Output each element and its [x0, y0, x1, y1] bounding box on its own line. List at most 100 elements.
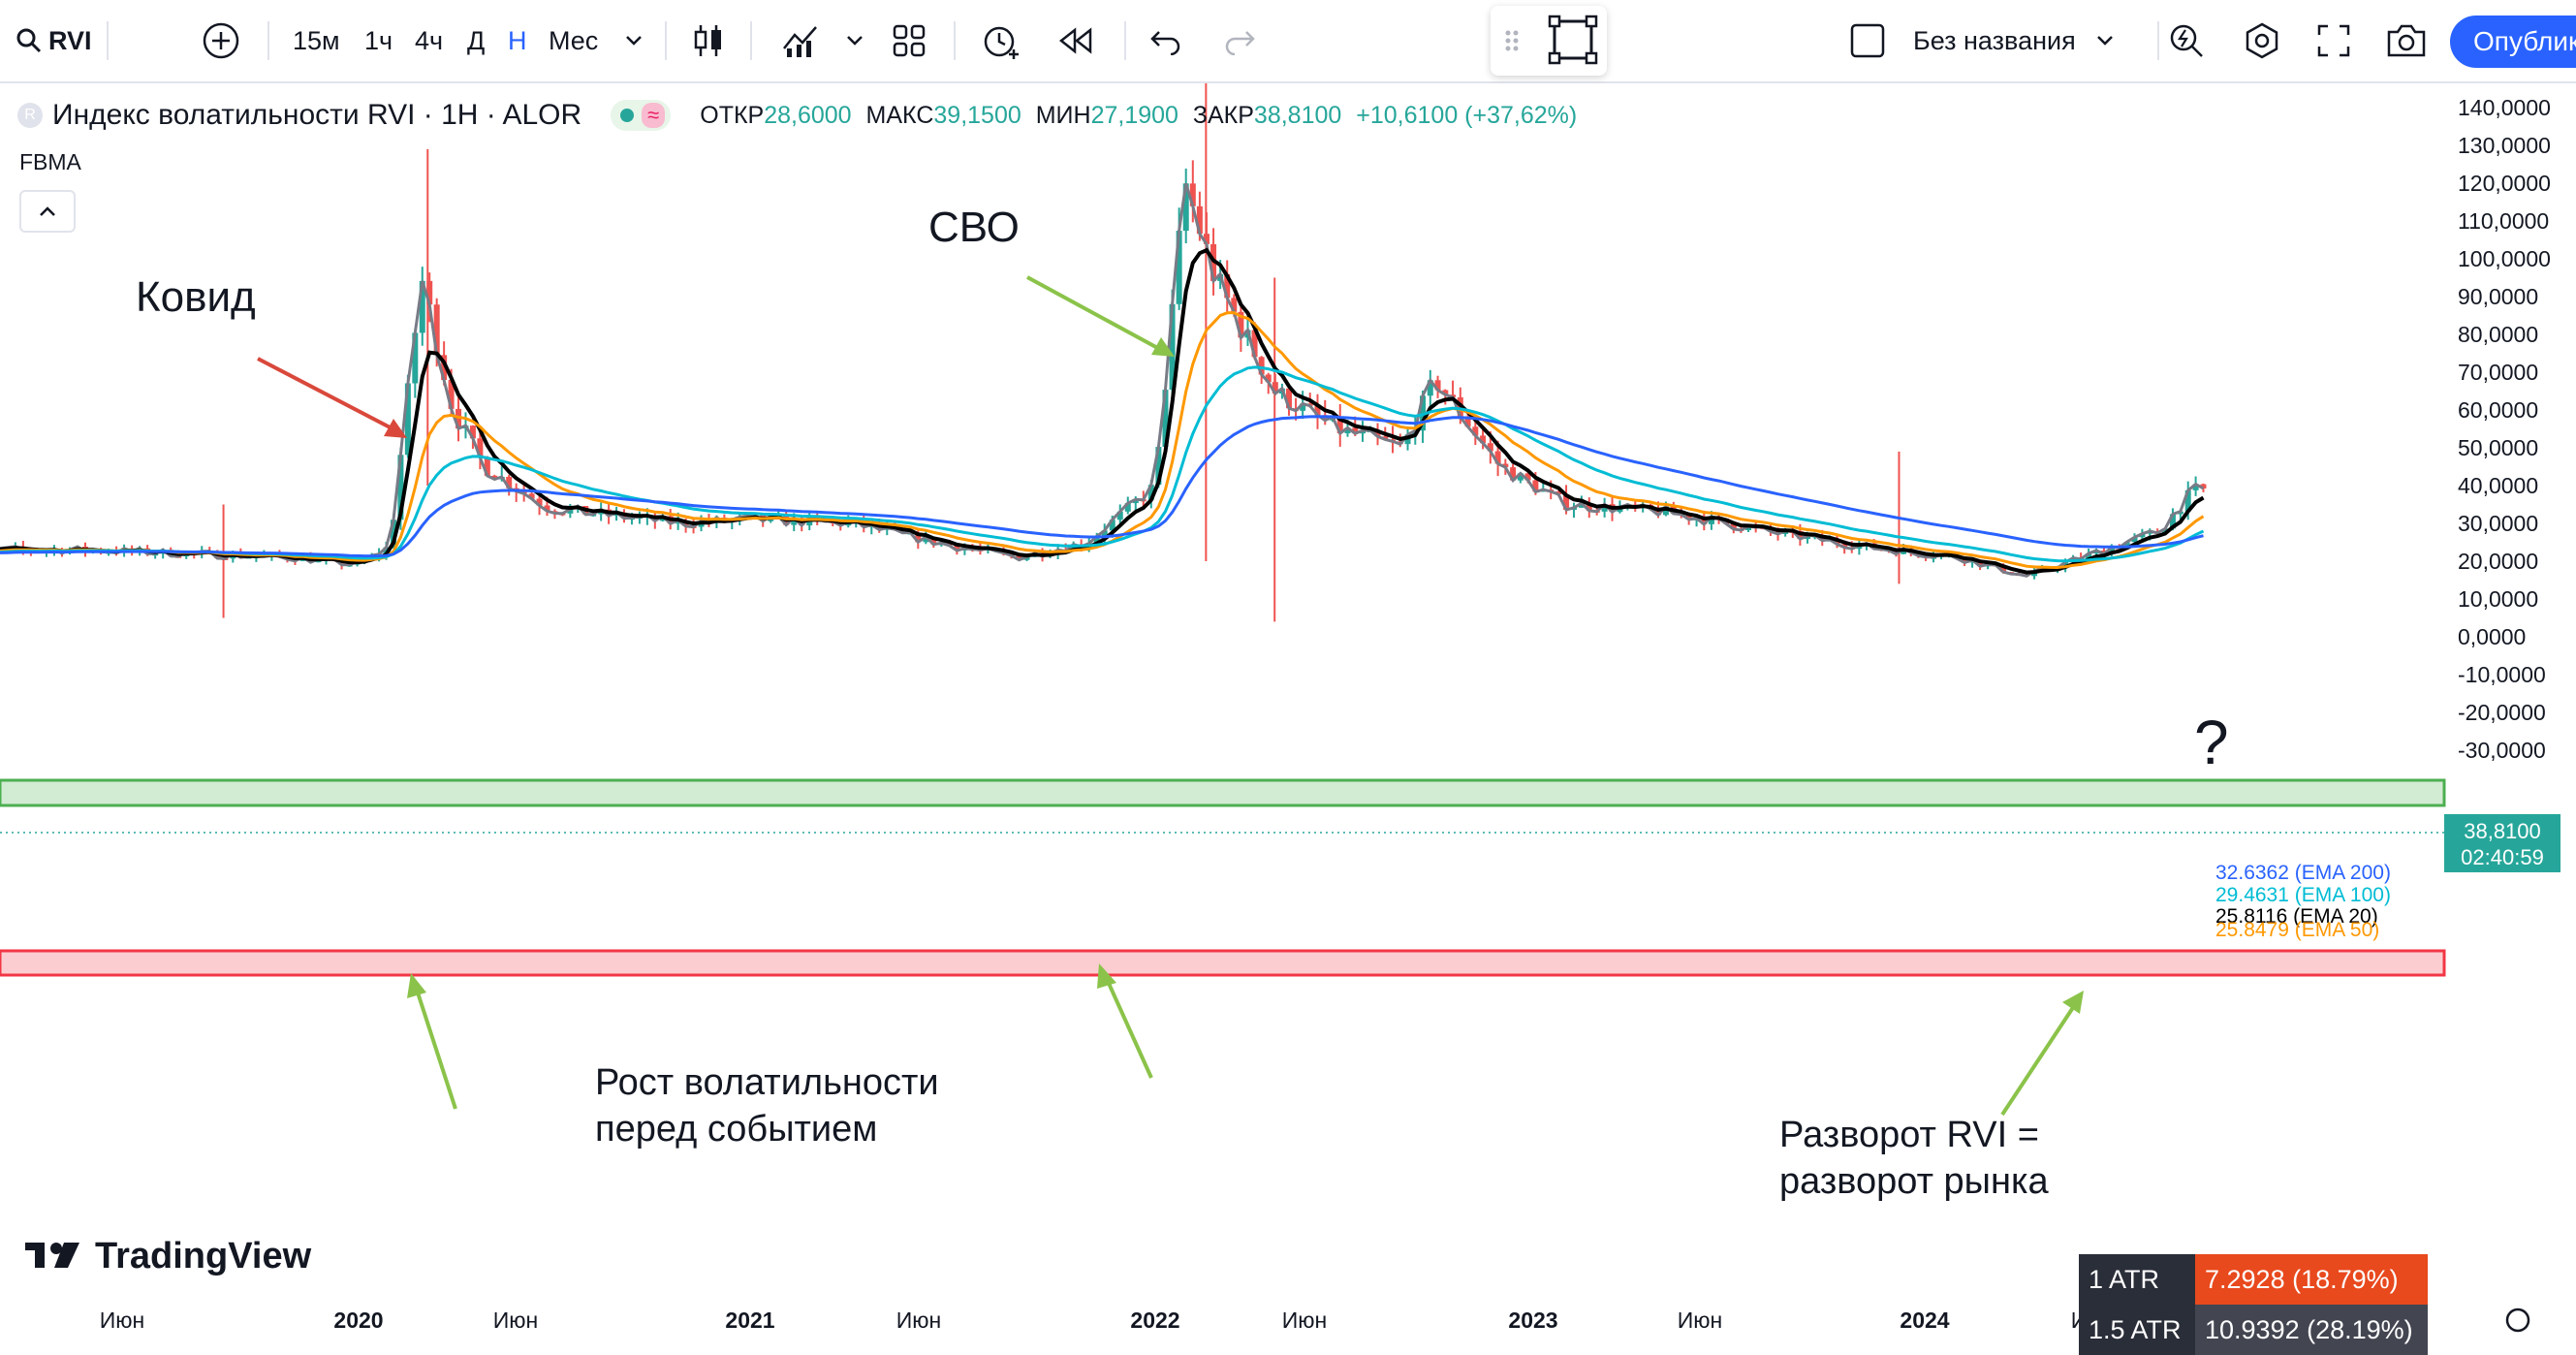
price-axis-label: 60,0000 — [2458, 397, 2538, 423]
candle — [1116, 504, 1123, 527]
candle — [1472, 420, 1479, 446]
time-axis-label: 2023 — [1508, 1308, 1557, 1333]
chevron-down-icon — [2096, 36, 2113, 46]
price-axis-label: -10,0000 — [2458, 662, 2546, 687]
collapse-legend-button[interactable] — [19, 190, 76, 233]
interval-month[interactable]: Мес — [549, 25, 599, 55]
annotation-reversal-line2[interactable]: разворот рынка — [1779, 1161, 2049, 1202]
time-axis[interactable]: Июн2020Июн2021Июн2022Июн2023Июн2024Июн20… — [100, 1308, 2351, 1333]
publish-button[interactable]: Опубликовать — [2450, 16, 2576, 68]
resistance-zone[interactable] — [0, 778, 2446, 807]
snapshot-button[interactable] — [2386, 0, 2427, 81]
ema-gray-line — [0, 182, 2205, 578]
add-symbol-button[interactable] — [202, 0, 240, 81]
fullscreen-button[interactable] — [2316, 0, 2351, 81]
time-axis-label: Июн — [493, 1308, 538, 1333]
time-axis-label: Июн — [1678, 1308, 1722, 1333]
ema-layer — [0, 182, 2205, 578]
fullscreen-icon — [2317, 24, 2350, 57]
chevron-down-icon — [847, 36, 863, 46]
symbol-title: Индекс волатильности RVI · 1H · ALOR — [52, 99, 582, 131]
arrow-svo-head — [1151, 337, 1175, 357]
layout-name-button[interactable]: Без названия — [1849, 0, 2115, 81]
interval-15m[interactable]: 15м — [293, 25, 340, 55]
annotation-growth-line1[interactable]: Рост волатильности — [595, 1062, 939, 1103]
price-axis-label: 10,0000 — [2458, 586, 2538, 612]
candle — [1224, 260, 1231, 314]
annotation-question[interactable]: ? — [2194, 708, 2229, 777]
arrow-reversal[interactable] — [2000, 1004, 2076, 1117]
chevron-down-icon — [626, 36, 642, 46]
symbol-legend[interactable]: R Индекс волатильности RVI · 1H · ALOR ≈… — [17, 99, 1577, 132]
interval-w[interactable]: Н — [508, 25, 527, 55]
price-axis-label: -30,0000 — [2458, 738, 2546, 763]
price-axis-label: 130,0000 — [2458, 133, 2551, 158]
status-badges[interactable]: ≈ — [611, 100, 672, 131]
price-axis-label: 80,0000 — [2458, 322, 2538, 347]
rewind-icon — [1058, 27, 1092, 54]
candle — [1314, 394, 1321, 429]
price-axis-label: 30,0000 — [2458, 511, 2538, 536]
atr-table: 1 ATR 7.2928 (18.79%) 1.5 ATR 10.9392 (2… — [2079, 1254, 2428, 1355]
annotation-growth-line2[interactable]: перед событием — [595, 1109, 877, 1150]
atr-label: 1 ATR — [2079, 1254, 2195, 1305]
price-chart[interactable]: 150,0000140,0000130,0000120,0000110,0000… — [0, 50, 2576, 1349]
support-zone[interactable] — [0, 949, 2446, 977]
chart-pane[interactable]: 150,0000140,0000130,0000120,0000110,0000… — [0, 50, 2576, 1355]
annotation-covid[interactable]: Ковид — [136, 273, 256, 321]
redo-icon — [1225, 31, 1255, 55]
interval-4h[interactable]: 4ч — [415, 25, 444, 55]
candle — [1427, 369, 1433, 407]
layouts-button[interactable] — [892, 0, 927, 81]
symbol-search[interactable]: RVI — [16, 0, 92, 81]
candle — [456, 396, 462, 442]
top-toolbar: RVI 15м 1ч 4ч Д Н Мес — [0, 0, 2576, 83]
candle — [1586, 497, 1592, 519]
drawing-selection-toolbar[interactable] — [1491, 6, 1607, 76]
price-axis-label: 70,0000 — [2458, 360, 2538, 385]
undo-button[interactable] — [1149, 0, 1182, 81]
time-axis-label: 2021 — [725, 1308, 774, 1333]
candle — [1434, 375, 1441, 398]
candle — [419, 267, 425, 346]
arrow-svo[interactable] — [1026, 275, 1164, 353]
indicator-legend[interactable]: FBMA — [19, 149, 81, 174]
price-axis-label: 0,0000 — [2458, 624, 2526, 649]
chart-type-button[interactable] — [692, 0, 725, 81]
price-axis-label: 40,0000 — [2458, 473, 2538, 498]
quick-search-button[interactable] — [2167, 0, 2206, 81]
arrow-growth-right[interactable] — [1105, 978, 1153, 1079]
delayed-data-icon: ≈ — [642, 103, 666, 128]
plus-circle-icon — [203, 22, 239, 59]
arrow-covid-head — [384, 419, 407, 438]
interval-dropdown[interactable] — [624, 0, 644, 81]
annotation-svo[interactable]: СВО — [928, 204, 1020, 251]
arrow-covid[interactable] — [257, 357, 400, 434]
ema200-line — [0, 415, 2204, 558]
tradingview-logo-icon — [25, 1243, 79, 1268]
price-axis[interactable]: 150,0000140,0000130,0000120,0000110,0000… — [2458, 57, 2551, 763]
arrow-growth-left[interactable] — [415, 989, 457, 1110]
atr-value: 10.9392 (28.19%) — [2195, 1305, 2428, 1355]
settings-icon — [2246, 22, 2278, 59]
ema200-label: 32.6362 (EMA 200) — [2215, 862, 2391, 884]
price-axis-label: -20,0000 — [2458, 700, 2546, 725]
candle — [1238, 304, 1244, 352]
time-axis-label: Июн — [100, 1308, 144, 1333]
redo-button[interactable] — [1223, 0, 1256, 81]
symbol-logo-icon: R — [17, 103, 43, 128]
tradingview-brand: TradingView — [95, 1236, 312, 1276]
annotation-reversal-line1[interactable]: Разворот RVI = — [1779, 1115, 2039, 1155]
indicators-button[interactable] — [781, 0, 820, 81]
last-price-value: 38,8100 — [2464, 819, 2541, 843]
interval-d[interactable]: Д — [467, 25, 486, 55]
axis-settings-button[interactable] — [2505, 1308, 2530, 1333]
replay-button[interactable] — [1058, 0, 1093, 81]
price-axis-label: 110,0000 — [2458, 208, 2549, 234]
tradingview-logo[interactable]: TradingView — [25, 1236, 312, 1276]
indicators-icon — [783, 26, 817, 57]
indicators-dropdown[interactable] — [845, 0, 864, 81]
alert-button[interactable] — [981, 0, 1021, 81]
settings-button[interactable] — [2243, 0, 2281, 81]
interval-1h[interactable]: 1ч — [364, 25, 393, 55]
